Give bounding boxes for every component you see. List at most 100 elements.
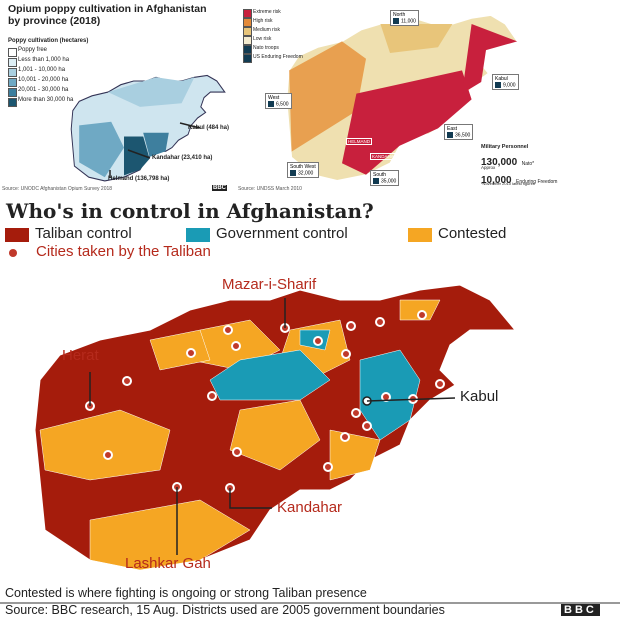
legend-swatch	[8, 68, 17, 77]
city-marker	[323, 462, 333, 472]
city-marker	[186, 348, 196, 358]
note: *November 2010 latest figures	[481, 181, 535, 186]
region-box: East 36,500	[444, 124, 474, 141]
province-label: Kabul (484 ha)	[188, 125, 230, 131]
city-marker	[231, 341, 241, 351]
province-label: Helmand (136,798 ha)	[108, 176, 170, 182]
city-marker	[223, 325, 233, 335]
legend-swatch	[8, 98, 17, 107]
source: Source: UNDSS March 2010	[238, 186, 302, 192]
title-line: Opium poppy cultivation in Afghanistan	[8, 3, 207, 15]
approx: Approx	[481, 165, 496, 170]
legend-label: 20,001 - 30,000 ha	[18, 87, 69, 93]
legend-title: Poppy cultivation (hectares)	[8, 38, 89, 44]
opium-title: Opium poppy cultivation in Afghanistan by…	[8, 3, 207, 27]
legend-swatch	[243, 36, 252, 45]
region-box: West 6,500	[265, 93, 292, 110]
legend-label: 10,001 - 20,000 ha	[18, 77, 69, 83]
personnel-title: Military Personnel	[481, 144, 529, 150]
nato-count: 130,000	[481, 157, 518, 168]
province-label: HELMAND	[346, 138, 373, 145]
legend-label: Government control	[216, 225, 348, 242]
personnel-nato: 130,000 Nato*	[481, 152, 534, 170]
personnel-ef: 10,000 Enduring Freedom	[481, 170, 557, 188]
legend-swatch	[8, 78, 17, 87]
source: Source: BBC research, 15 Aug. Districts …	[5, 603, 445, 617]
logo: BBC	[212, 185, 227, 191]
footnote: Contested is where fighting is ongoing o…	[5, 586, 367, 600]
region-troops: 11,000	[401, 18, 416, 25]
city-label: Mazar-i-Sharif	[222, 276, 317, 293]
legend-swatch	[243, 18, 252, 27]
legend-label: Less than 1,000 ha	[18, 57, 70, 63]
city-marker	[341, 349, 351, 359]
region-troops: 35,000	[381, 178, 397, 185]
legend-swatch	[186, 228, 210, 242]
region-name: East	[447, 126, 458, 132]
region-box: Kabul 9,000	[492, 74, 519, 91]
region-troops: 32,000	[298, 170, 314, 177]
legend-label: High risk	[253, 18, 273, 24]
region-troops: 6,500	[276, 101, 289, 108]
title-line: by province (2018)	[8, 15, 101, 27]
risk-map	[286, 14, 518, 182]
cities-legend-label: Cities taken by the Taliban	[36, 243, 211, 260]
city-marker	[122, 376, 132, 386]
region-box: South 35,000	[370, 170, 400, 187]
logo: BBC	[561, 604, 600, 616]
legend-label: Low risk	[253, 36, 272, 42]
city-marker	[362, 421, 372, 431]
city-marker	[313, 336, 323, 346]
city-label: Lashkar Gah	[125, 555, 211, 572]
city-marker	[375, 317, 385, 327]
legend-swatch	[8, 88, 17, 97]
legend-label: Contested	[438, 225, 507, 242]
legend-label: Taliban control	[35, 225, 132, 242]
region-name: West	[268, 95, 280, 101]
region-box: South West 32,000	[287, 162, 319, 179]
region-name: Kabul	[495, 76, 508, 82]
legend-swatch	[243, 9, 252, 18]
city-label: Kandahar	[277, 499, 343, 516]
legend-label: Medium risk	[253, 27, 280, 33]
legend-label: 1,001 - 10,000 ha	[18, 67, 66, 73]
city-marker	[232, 447, 242, 457]
region-box: North 11,000	[390, 10, 419, 27]
legend-label: Extreme risk	[253, 9, 281, 15]
legend-label: US Enduring Freedom	[253, 54, 303, 60]
ef-count: 10,000	[481, 175, 512, 186]
legend-swatch	[408, 228, 432, 242]
cities-legend-marker	[9, 249, 17, 257]
legend-swatch	[8, 58, 17, 67]
legend-label: Nato troops	[253, 45, 279, 51]
city-markers	[85, 310, 445, 493]
city-marker	[351, 408, 361, 418]
city-label: Kabul	[460, 388, 499, 405]
region-troops: 9,000	[503, 82, 516, 89]
region-name: South West	[290, 164, 316, 170]
legend-swatch	[5, 228, 29, 242]
province-label: KANDAHAR	[370, 153, 400, 160]
legend-label: Poppy free	[18, 47, 48, 53]
city-label: Herat	[62, 347, 99, 364]
opium-map	[70, 74, 226, 182]
legend-label: More than 30,000 ha	[18, 97, 74, 103]
control-title: Who's in control in Afghanistan?	[6, 199, 374, 223]
region-troops: 36,500	[455, 132, 471, 139]
city-marker	[435, 379, 445, 389]
control-map	[34, 284, 516, 571]
city-marker	[103, 450, 113, 460]
nato-label: Nato*	[521, 161, 535, 167]
source: Source: UNODC Afghanistan Opium Survey 2…	[2, 186, 113, 192]
city-marker	[207, 391, 217, 401]
region-name: South	[373, 172, 387, 178]
region-name: North	[393, 12, 406, 18]
city-marker	[417, 310, 427, 320]
ef-label: Enduring Freedom	[516, 179, 558, 185]
legend-swatch	[8, 48, 17, 57]
legend-swatch	[243, 45, 252, 54]
legend-swatch	[243, 27, 252, 36]
city-marker	[346, 321, 356, 331]
